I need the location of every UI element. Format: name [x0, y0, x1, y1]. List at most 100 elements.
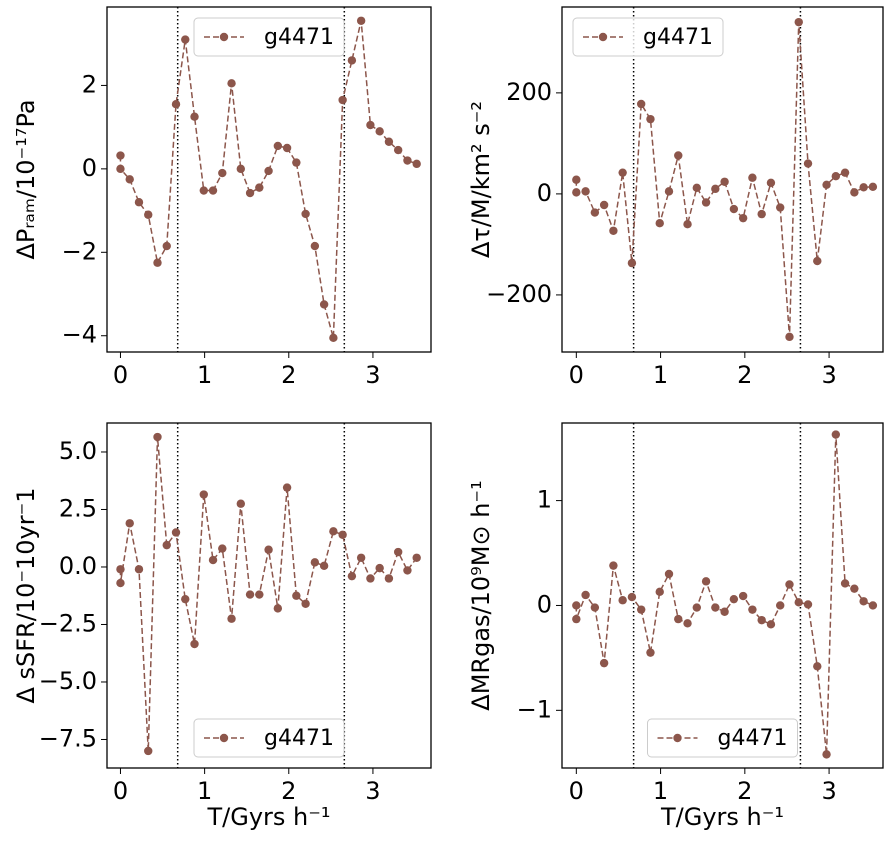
data-point: [850, 584, 859, 593]
data-point: [144, 210, 153, 219]
legend-marker: [673, 733, 682, 743]
data-point: [720, 607, 729, 616]
x-tick-label: 0: [569, 777, 584, 805]
legend-label: g4471: [264, 25, 334, 50]
data-point: [310, 558, 320, 567]
x-tick-label: 2: [737, 777, 752, 805]
data-point: [338, 530, 347, 539]
legend: g4471: [193, 718, 345, 758]
data-point: [181, 594, 190, 604]
legend: g4471: [572, 17, 724, 57]
data-point: [785, 332, 794, 342]
data-point: [412, 553, 421, 562]
data-point: [347, 56, 357, 65]
data-point: [590, 208, 600, 217]
data-point: [116, 565, 125, 574]
data-point: [655, 587, 664, 597]
data-point: [636, 605, 646, 614]
data-point: [356, 553, 366, 562]
data-point: [803, 600, 813, 609]
data-point: [181, 35, 190, 44]
x-tick-label: 1: [653, 777, 668, 805]
data-point: [822, 750, 831, 759]
legend: g4471: [193, 17, 345, 57]
data-point: [572, 188, 581, 197]
data-point: [683, 220, 692, 229]
axes-frame: [106, 422, 432, 769]
y-axis-label: Δ sSFR/10⁻10yr⁻1: [12, 487, 40, 703]
data-point: [868, 182, 878, 192]
y-tick-label: 5.0: [59, 437, 97, 465]
data-point: [356, 16, 366, 25]
data-point: [572, 614, 581, 624]
y-axis-label: ΔMRgas/10⁹M⊙ h⁻¹: [467, 480, 495, 710]
data-point: [218, 168, 227, 178]
subplot: 0 1 2 3 −7.5 −5.0 −2.5 0.0 2.5 5.0 T/Gyrs h⁻¹ Δ sSF…: [12, 422, 432, 831]
data-point: [199, 186, 208, 195]
data-point: [384, 574, 394, 583]
data-point: [711, 184, 720, 194]
data-point: [347, 571, 357, 581]
y-tick-label: 0: [82, 154, 97, 182]
data-point: [134, 198, 144, 207]
data-point: [692, 183, 702, 193]
x-tick-label: 2: [281, 361, 296, 389]
data-point: [134, 565, 144, 574]
data-point: [729, 594, 739, 604]
data-point: [264, 545, 273, 554]
data-point: [618, 596, 627, 605]
data-point: [412, 159, 421, 169]
data-point: [822, 180, 831, 190]
series-line: [119, 436, 418, 752]
legend-marker: [598, 32, 608, 42]
x-tick-label: 1: [197, 777, 212, 805]
data-point: [766, 178, 776, 187]
data-point: [738, 213, 748, 223]
x-tick-label: 0: [569, 361, 584, 389]
data-point: [116, 164, 125, 174]
data-point: [599, 658, 609, 668]
y-tick-label: −200: [486, 280, 552, 308]
data-point: [116, 151, 125, 160]
data-point: [162, 241, 171, 251]
data-point: [403, 566, 412, 575]
data-point: [190, 112, 199, 121]
axes-frame: [561, 422, 884, 769]
subplot: 0 1 2 3 −4 −2 0 2 ΔPᵣₐₘ/10⁻¹⁷Pa g4471: [12, 6, 432, 389]
data-point: [190, 639, 199, 649]
data-point: [153, 432, 162, 442]
legend-box: [193, 718, 345, 758]
data-point: [729, 204, 739, 214]
data-point: [711, 603, 720, 612]
data-point: [655, 218, 664, 228]
data-point: [674, 151, 683, 160]
x-tick-label: 1: [197, 361, 212, 389]
data-point: [393, 145, 403, 155]
data-point: [813, 256, 822, 266]
axes-frame: [106, 6, 432, 353]
data-point: [859, 597, 868, 606]
x-tick-label: 2: [737, 361, 752, 389]
data-point: [255, 183, 264, 192]
data-point: [227, 79, 236, 88]
data-point: [813, 662, 822, 671]
y-tick-label: 200: [506, 78, 552, 106]
data-point: [208, 555, 218, 565]
y-tick-label: −4: [62, 321, 97, 349]
data-point: [153, 258, 162, 267]
data-point: [292, 591, 301, 600]
data-point: [171, 528, 181, 537]
x-axis-label: T/Gyrs h⁻¹: [660, 803, 784, 831]
data-point: [776, 601, 785, 610]
data-point: [171, 100, 181, 109]
data-point: [338, 95, 347, 105]
data-point: [282, 143, 292, 153]
legend-label: g4471: [643, 25, 713, 50]
series-line: [575, 22, 873, 337]
data-point: [785, 580, 794, 589]
legend-box: [193, 17, 345, 57]
data-point: [674, 614, 683, 624]
data-point: [162, 540, 171, 550]
data-point: [384, 137, 394, 146]
